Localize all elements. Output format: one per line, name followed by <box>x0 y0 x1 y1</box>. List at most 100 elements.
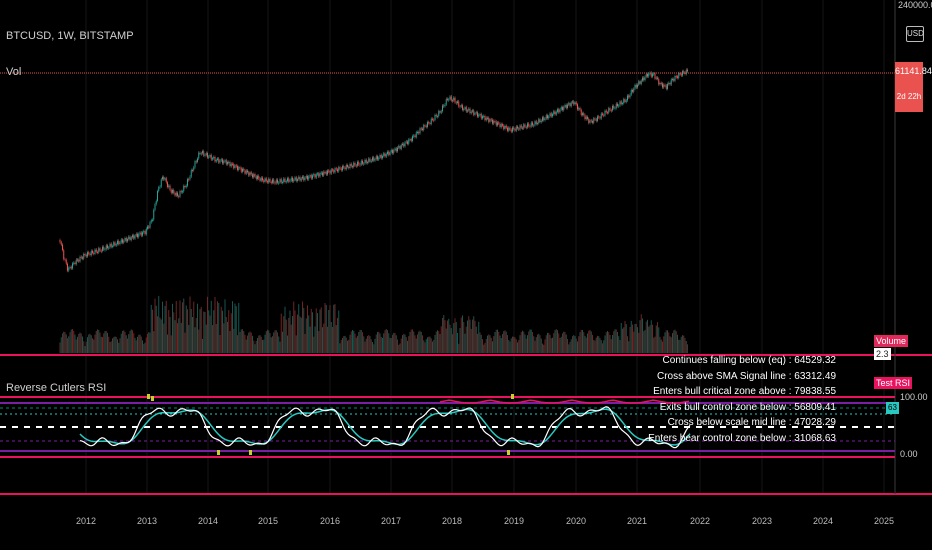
price-candle <box>85 254 87 257</box>
volume-bar <box>634 323 636 353</box>
volume-bar <box>664 332 666 353</box>
volume-bar <box>119 338 121 353</box>
price-candle <box>554 111 556 115</box>
rsi-line <box>79 406 691 449</box>
volume-bar <box>630 320 632 353</box>
price-candle <box>588 118 590 123</box>
chart-symbol-title[interactable]: BTCUSD, 1W, BITSTAMP <box>6 30 134 42</box>
volume-bar <box>572 336 573 353</box>
price-candle <box>234 165 236 169</box>
volume-bar <box>487 335 488 353</box>
price-candle <box>649 72 651 74</box>
volume-bar <box>404 334 406 353</box>
volume-bar <box>232 301 233 353</box>
volume-bar <box>209 315 211 353</box>
price-candle <box>663 84 665 88</box>
price-candle <box>573 101 575 105</box>
price-candle <box>620 101 622 104</box>
volume-bar <box>175 301 177 353</box>
currency-button[interactable]: USD <box>906 26 924 42</box>
volume-bar <box>655 325 657 353</box>
price-candle <box>407 141 408 144</box>
price-candle <box>657 77 658 79</box>
price-candle <box>673 78 675 81</box>
price-candle <box>277 179 278 183</box>
price-candle <box>532 122 533 126</box>
volume-bar <box>244 334 246 353</box>
volume-bar <box>109 342 111 353</box>
volume-bar <box>203 311 205 353</box>
volume-bar <box>214 297 216 353</box>
volume-bar <box>192 316 193 353</box>
volume-legend[interactable]: Vol <box>6 66 22 78</box>
price-candle <box>89 253 91 256</box>
volume-bar <box>574 336 576 353</box>
volume-bar <box>134 337 136 353</box>
price-candle <box>262 177 263 181</box>
volume-bar <box>303 307 305 353</box>
volume-bar <box>282 331 283 353</box>
current-price-tag: 61141.84 2d 22h <box>895 62 932 112</box>
price-candle <box>393 150 395 154</box>
volume-bar <box>482 339 483 353</box>
price-candle <box>382 155 383 159</box>
volume-bar <box>527 335 528 353</box>
volume-bar <box>679 339 681 353</box>
volume-bar <box>85 341 87 353</box>
volume-bar <box>369 336 371 353</box>
volume-bar <box>559 338 561 353</box>
volume-bar <box>662 341 663 353</box>
volume-bar <box>400 338 402 353</box>
volume-bar <box>680 336 682 353</box>
price-candle <box>475 112 477 114</box>
volume-tag: Volume <box>874 335 909 347</box>
volume-bar <box>219 335 221 353</box>
price-candle <box>365 159 367 163</box>
volume-bar <box>633 331 635 353</box>
price-candle <box>345 164 347 170</box>
price-candle <box>374 159 376 161</box>
price-candle <box>392 150 393 154</box>
price-candle <box>172 189 173 193</box>
volume-bar <box>183 298 185 353</box>
price-candle <box>592 120 593 123</box>
volume-bar <box>240 329 242 353</box>
price-candle <box>157 191 158 201</box>
volume-bar <box>63 331 65 353</box>
price-candle <box>284 178 286 183</box>
volume-bar <box>447 320 448 353</box>
price-candle <box>514 129 516 131</box>
price-candle <box>92 250 93 253</box>
volume-bar <box>605 332 607 353</box>
price-candle <box>280 179 282 183</box>
price-candle <box>108 247 110 249</box>
volume-bar <box>472 319 473 353</box>
price-candle <box>529 126 531 128</box>
volume-bar <box>435 331 437 353</box>
price-candle <box>222 159 223 164</box>
price-candle <box>679 73 681 75</box>
volume-bar <box>462 315 463 353</box>
event-label: Cross above SMA Signal line : 63312.49 <box>657 370 836 382</box>
price-candle <box>670 79 672 85</box>
price-candle <box>347 164 348 167</box>
price-candle <box>418 131 420 134</box>
price-candle <box>148 226 150 228</box>
price-candle <box>289 180 291 182</box>
price-candle <box>150 220 152 223</box>
price-candle <box>60 242 62 245</box>
volume-bar <box>337 317 338 353</box>
volume-bar <box>103 333 105 353</box>
volume-bar <box>223 323 225 353</box>
price-candle <box>204 154 206 156</box>
volume-bar <box>284 306 286 353</box>
volume-bar <box>622 328 623 353</box>
volume-bar <box>347 340 348 353</box>
price-candle <box>164 178 166 180</box>
price-candle <box>443 105 445 107</box>
indicator-title[interactable]: Reverse Cutlers RSI <box>6 382 107 394</box>
price-candle <box>687 69 688 72</box>
price-candle <box>632 90 633 92</box>
volume-bar <box>157 316 158 353</box>
